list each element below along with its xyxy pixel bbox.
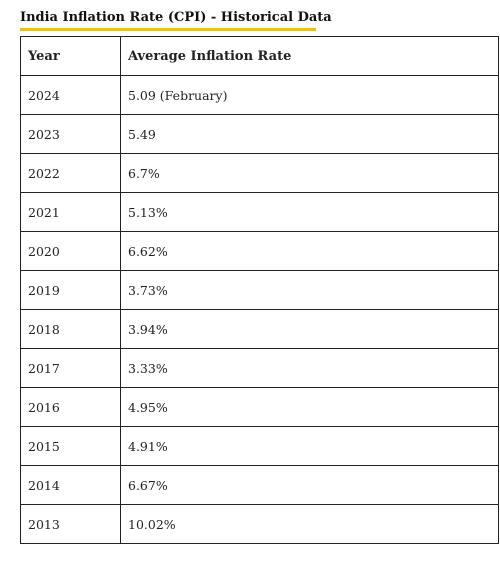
year-cell: 2016 — [20, 387, 121, 427]
table-row: 2019 3.73% — [20, 270, 499, 310]
rate-cell: 6.67% — [120, 465, 499, 505]
rate-cell: 3.33% — [120, 348, 499, 388]
rate-cell: 5.09 (February) — [120, 75, 499, 115]
year-cell: 2019 — [20, 270, 121, 310]
rate-cell: 10.02% — [120, 504, 499, 544]
year-cell: 2018 — [20, 309, 121, 349]
rate-cell: 5.49 — [120, 114, 499, 154]
year-cell: 2015 — [20, 426, 121, 466]
table-row: 2024 5.09 (February) — [20, 75, 499, 115]
title-underline — [20, 28, 316, 31]
column-header-year: Year — [20, 36, 121, 76]
rate-cell: 3.73% — [120, 270, 499, 310]
year-cell: 2014 — [20, 465, 121, 505]
rate-cell: 6.7% — [120, 153, 499, 193]
table-row: 2020 6.62% — [20, 231, 499, 271]
table-row: 2023 5.49 — [20, 114, 499, 154]
rate-cell: 5.13% — [120, 192, 499, 232]
year-cell: 2013 — [20, 504, 121, 544]
page-title: India Inflation Rate (CPI) - Historical … — [20, 10, 332, 25]
table-row: 2017 3.33% — [20, 348, 499, 388]
table-row: 2013 10.02% — [20, 504, 499, 544]
year-cell: 2022 — [20, 153, 121, 193]
year-cell: 2020 — [20, 231, 121, 271]
rate-cell: 4.91% — [120, 426, 499, 466]
rate-cell: 4.95% — [120, 387, 499, 427]
table-row: 2016 4.95% — [20, 387, 499, 427]
year-cell: 2017 — [20, 348, 121, 388]
rate-cell: 3.94% — [120, 309, 499, 349]
table-row: 2021 5.13% — [20, 192, 499, 232]
column-header-rate: Average Inflation Rate — [120, 36, 499, 76]
inflation-table: Year Average Inflation Rate 2024 5.09 (F… — [20, 36, 499, 544]
table-header-row: Year Average Inflation Rate — [20, 36, 499, 76]
year-cell: 2024 — [20, 75, 121, 115]
rate-cell: 6.62% — [120, 231, 499, 271]
table-row: 2014 6.67% — [20, 465, 499, 505]
year-cell: 2021 — [20, 192, 121, 232]
table-row: 2015 4.91% — [20, 426, 499, 466]
table-row: 2018 3.94% — [20, 309, 499, 349]
year-cell: 2023 — [20, 114, 121, 154]
table-row: 2022 6.7% — [20, 153, 499, 193]
